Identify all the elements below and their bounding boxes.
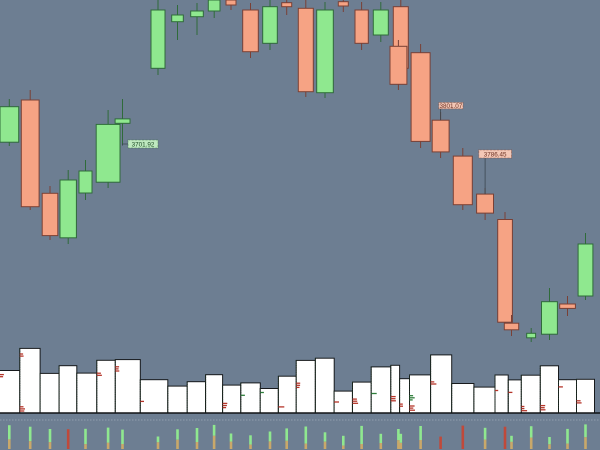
svg-text:3801.07: 3801.07 [440,103,463,110]
svg-text:3786.45: 3786.45 [484,152,507,159]
svg-text:3701.92: 3701.92 [132,142,155,149]
